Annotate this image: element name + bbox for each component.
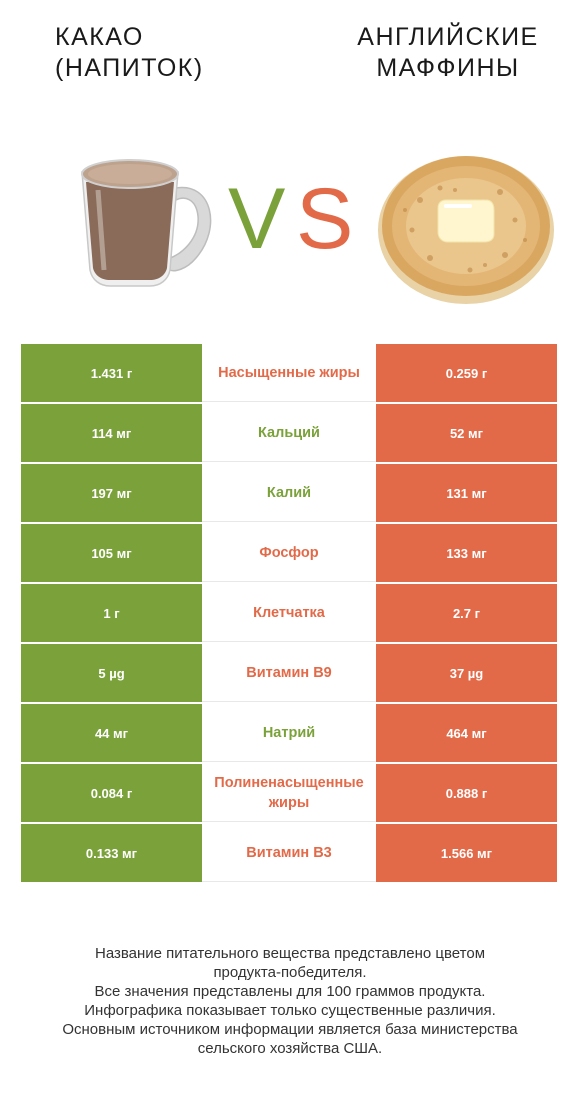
right-value-cell: 0.259 г: [376, 344, 557, 402]
nutrient-name-cell: Витамин B3: [202, 824, 376, 882]
english-muffin-image: [378, 156, 554, 304]
right-value-cell: 131 мг: [376, 464, 557, 522]
left-value-cell: 1 г: [21, 584, 202, 642]
table-row: 0.133 мг Витамин B3 1.566 мг: [21, 824, 557, 884]
left-title-line2: (напиток): [55, 54, 204, 82]
table-row: 105 мг Фосфор 133 мг: [21, 524, 557, 584]
left-value-cell: 0.133 мг: [21, 824, 202, 882]
footnote-line: Все значения представлены для 100 граммо…: [94, 983, 486, 1000]
footnote-line: продукта-победителя.: [213, 964, 367, 981]
table-row: 0.084 г Полиненасыщенные жиры 0.888 г: [21, 764, 557, 824]
nutrient-name-cell: Фосфор: [202, 524, 376, 582]
hero-illustration: [81, 156, 554, 304]
table-row: 44 мг Натрий 464 мг: [21, 704, 557, 764]
left-value-cell: 44 мг: [21, 704, 202, 762]
nutrient-name-cell: Калий: [202, 464, 376, 522]
left-value-cell: 105 мг: [21, 524, 202, 582]
nutrient-name-cell: Кальций: [202, 404, 376, 462]
nutrient-name-cell: Клетчатка: [202, 584, 376, 642]
nutrient-name-cell: Насыщенные жиры: [202, 344, 376, 402]
vs-letter-v: V: [228, 171, 285, 258]
vs-label: V S: [228, 171, 353, 258]
right-product-title: Английские маффины: [348, 22, 548, 84]
comparison-table: 1.431 г Насыщенные жиры 0.259 г 114 мг Кальц…: [21, 344, 557, 884]
right-value-cell: 2.7 г: [376, 584, 557, 642]
footnote-line: Название питательного вещества представл…: [94, 945, 486, 962]
right-value-cell: 0.888 г: [376, 764, 557, 822]
table-row: 197 мг Калий 131 мг: [21, 464, 557, 524]
right-value-cell: 37 µg: [376, 644, 557, 702]
table-row: 1.431 г Насыщенные жиры 0.259 г: [21, 344, 557, 404]
left-value-cell: 0.084 г: [21, 764, 202, 822]
footnote-line: Инфографика показывает только существенн…: [84, 1002, 496, 1019]
nutrient-name-cell: Полиненасыщенные жиры: [202, 764, 376, 822]
table-row: 114 мг Кальций 52 мг: [21, 404, 557, 464]
nutrient-name-cell: Витамин B9: [202, 644, 376, 702]
left-value-cell: 197 мг: [21, 464, 202, 522]
right-title-line1: Английские: [357, 23, 539, 51]
left-value-cell: 1.431 г: [21, 344, 202, 402]
footnote-line: сельского хозяйства США.: [197, 1040, 383, 1057]
left-title-line1: Какао: [55, 23, 144, 51]
right-value-cell: 133 мг: [376, 524, 557, 582]
right-value-cell: 464 мг: [376, 704, 557, 762]
left-product-title: Какао (напиток): [55, 22, 255, 84]
footnote: Название питательного вещества представл…: [20, 944, 560, 1058]
left-value-cell: 5 µg: [21, 644, 202, 702]
cocoa-mug-image: [81, 159, 212, 287]
nutrient-name-cell: Натрий: [202, 704, 376, 762]
left-value-cell: 114 мг: [21, 404, 202, 462]
table-row: 5 µg Витамин B9 37 µg: [21, 644, 557, 704]
right-value-cell: 1.566 мг: [376, 824, 557, 882]
vs-letter-s: S: [296, 171, 353, 258]
right-value-cell: 52 мг: [376, 404, 557, 462]
right-title-line2: маффины: [376, 54, 520, 82]
footnote-line: Основным источником информации является …: [62, 1021, 518, 1038]
table-row: 1 г Клетчатка 2.7 г: [21, 584, 557, 644]
